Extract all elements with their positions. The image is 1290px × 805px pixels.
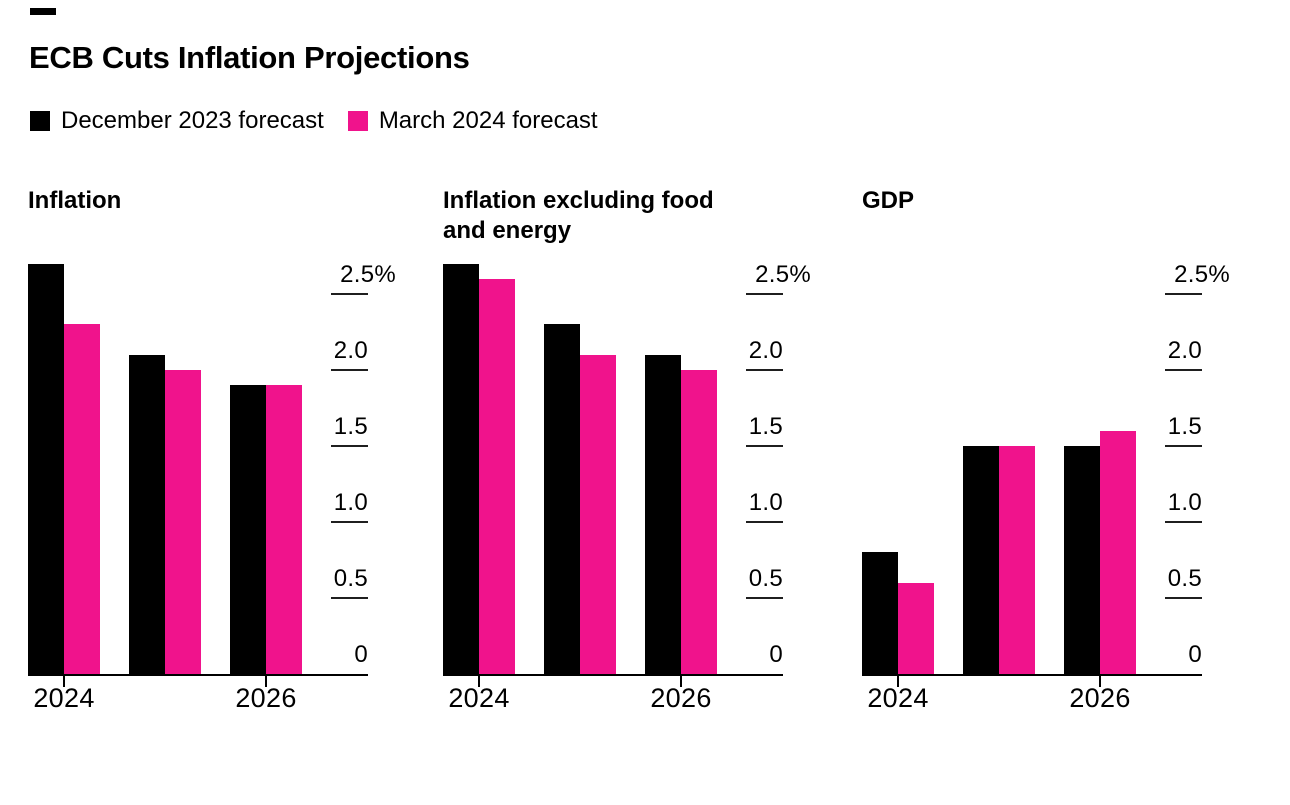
- y-tick-dash: [746, 521, 783, 523]
- y-tick-label: 1.5: [748, 413, 783, 440]
- page-title: ECB Cuts Inflation Projections: [29, 40, 470, 75]
- y-tick-label: 2.5%: [755, 261, 811, 288]
- bar-2024-december: [443, 264, 479, 674]
- chart-subtitle: Inflation excluding food and energy: [443, 187, 714, 244]
- y-tick-dash: [1165, 369, 1202, 371]
- bar-2025-march: [165, 370, 201, 674]
- y-tick-label: 2.0: [1167, 337, 1202, 364]
- y-tick-label: 2.5%: [340, 261, 396, 288]
- x-axis-labels: 2024 2026: [28, 676, 368, 718]
- legend: December 2023 forecast March 2024 foreca…: [30, 107, 598, 135]
- y-tick-label: 2.0: [333, 337, 368, 364]
- chart-subtitle: GDP: [862, 187, 915, 214]
- x-axis-label-2024: 2024: [448, 683, 510, 713]
- plot-area: 2.5% 2.0 1.5 1.0 0.5 0: [862, 250, 1230, 687]
- x-axis-label-2026: 2026: [235, 683, 297, 713]
- bar-2026-march: [1100, 431, 1136, 674]
- y-tick-label: 1.0: [748, 489, 783, 516]
- x-tick-2024: [478, 674, 480, 687]
- y-tick-dash: [1165, 521, 1202, 523]
- chart-subtitle: Inflation: [28, 187, 122, 214]
- x-axis-labels: 2024 2026: [862, 676, 1202, 718]
- bar-2026-march: [266, 385, 302, 674]
- bar-2025-march: [999, 446, 1035, 674]
- kicker-mark: [30, 8, 56, 15]
- bar-2026-december: [1064, 446, 1100, 674]
- y-tick-dash: [331, 369, 368, 371]
- x-tick-2026: [265, 674, 267, 687]
- bar-2024-march: [479, 279, 515, 674]
- y-tick-dash: [331, 445, 368, 447]
- legend-label: December 2023 forecast: [61, 107, 324, 134]
- legend-swatch-black-icon: [30, 111, 50, 131]
- y-tick-dash: [331, 293, 368, 295]
- x-axis-label-2026: 2026: [1069, 683, 1131, 713]
- y-tick-dash: [746, 369, 783, 371]
- y-tick-label: 1.5: [333, 413, 368, 440]
- y-tick-dash: [746, 597, 783, 599]
- x-tick-2024: [897, 674, 899, 687]
- bar-2026-december: [645, 355, 681, 674]
- y-tick-dash: [331, 597, 368, 599]
- y-tick-dash: [1165, 597, 1202, 599]
- x-axis-label-2024: 2024: [867, 683, 929, 713]
- chart-core-inflation: Inflation excluding food and energy 2.5%…: [443, 186, 811, 718]
- bar-2026-december: [230, 385, 266, 674]
- x-axis-label-2024: 2024: [33, 683, 95, 713]
- y-tick-dash: [1165, 293, 1202, 295]
- bar-2025-december: [129, 355, 165, 674]
- x-axis-labels: 2024 2026: [443, 676, 783, 718]
- y-tick-dash: [746, 293, 783, 295]
- y-tick-label: 2.0: [748, 337, 783, 364]
- bar-2024-december: [862, 552, 898, 674]
- y-tick-label: 1.0: [1167, 489, 1202, 516]
- chart-inflation: Inflation 2.5% 2.0 1.5 1.0 0.5 0 2024 2026: [28, 186, 396, 718]
- y-tick-label: 2.5%: [1174, 261, 1230, 288]
- y-tick-label: 1.5: [1167, 413, 1202, 440]
- x-tick-2024: [63, 674, 65, 687]
- x-tick-2026: [680, 674, 682, 687]
- legend-item-december-2023-forecast: December 2023 forecast: [30, 107, 324, 135]
- y-tick-dash: [1165, 445, 1202, 447]
- legend-label: March 2024 forecast: [378, 107, 598, 134]
- y-tick-dash: [746, 445, 783, 447]
- chart-gdp: GDP 2.5% 2.0 1.5 1.0 0.5 0 2024 2026: [862, 186, 1230, 718]
- x-axis-label-2026: 2026: [650, 683, 712, 713]
- plot-area: 2.5% 2.0 1.5 1.0 0.5 0: [28, 250, 396, 687]
- legend-swatch-pink-icon: [347, 111, 368, 131]
- plot-area: 2.5% 2.0 1.5 1.0 0.5 0: [443, 250, 811, 687]
- bar-2025-march: [580, 355, 616, 674]
- bar-2026-march: [681, 370, 717, 674]
- legend-item-march-2024-forecast: March 2024 forecast: [347, 107, 598, 135]
- bar-2024-december: [28, 264, 64, 674]
- y-tick-dash: [331, 521, 368, 523]
- x-tick-2026: [1099, 674, 1101, 687]
- y-tick-label: 0.5: [1167, 565, 1202, 592]
- bar-2025-december: [963, 446, 999, 674]
- bar-2024-march: [898, 583, 934, 674]
- y-tick-label: 0: [354, 641, 368, 668]
- bar-2025-december: [544, 324, 580, 674]
- y-tick-label: 0.5: [748, 565, 783, 592]
- y-tick-label: 0.5: [333, 565, 368, 592]
- bar-2024-march: [64, 324, 100, 674]
- y-tick-label: 0: [769, 641, 783, 668]
- y-tick-label: 1.0: [333, 489, 368, 516]
- y-tick-label: 0: [1188, 641, 1202, 668]
